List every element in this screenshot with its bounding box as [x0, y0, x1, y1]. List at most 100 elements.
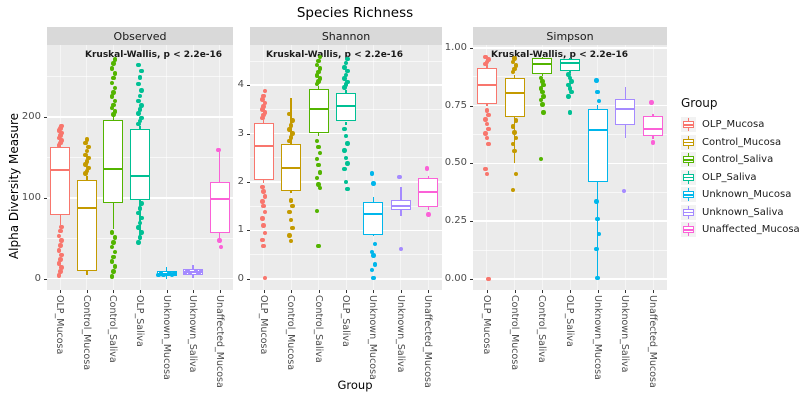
data-point [136, 111, 141, 116]
data-point [112, 264, 118, 269]
median-line [156, 273, 177, 276]
y-tick-mark [469, 221, 473, 223]
whisker-upper [345, 90, 347, 93]
boxplot-key-part [683, 124, 694, 126]
whisker-upper [541, 56, 544, 59]
data-point [541, 110, 546, 115]
boxplot-box [643, 116, 664, 136]
data-point [371, 275, 376, 281]
data-point [139, 88, 144, 93]
data-point [595, 89, 600, 95]
data-point [196, 270, 201, 276]
whisker-upper [569, 57, 571, 60]
whisker-upper [86, 175, 88, 181]
data-point [345, 79, 350, 85]
data-point [424, 166, 430, 171]
whisker-lower [345, 121, 347, 125]
legend-entry-label: Control_Mucosa [702, 136, 782, 148]
gridline-vertical [541, 45, 543, 290]
x-tick-mark [140, 290, 141, 293]
x-tick-label: Unknown_Mucosa [591, 295, 603, 380]
data-point [111, 102, 116, 108]
median-line [615, 108, 636, 111]
legend-entry-label: OLP_Saliva [702, 171, 757, 183]
boxplot-box [209, 182, 230, 233]
data-point [343, 72, 349, 78]
x-tick-label: OLP_Saliva [564, 295, 575, 347]
data-point [538, 75, 544, 81]
x-tick-label: OLP_Saliva [340, 295, 351, 347]
data-point [316, 79, 321, 84]
legend-entry: Unaffected_Mucosa [681, 222, 800, 237]
whisker-lower [624, 125, 627, 139]
data-point [512, 66, 517, 72]
data-point [345, 141, 350, 146]
data-point [111, 61, 116, 66]
data-point [111, 269, 116, 274]
data-point [595, 216, 600, 222]
whisker-upper [486, 65, 488, 69]
data-point [216, 147, 221, 153]
data-point [86, 165, 91, 171]
whisker-lower [262, 179, 265, 183]
data-point [83, 152, 88, 158]
data-point [56, 128, 62, 133]
whisker-upper [139, 125, 141, 130]
data-point [372, 262, 378, 267]
x-tick-mark [653, 290, 655, 293]
data-point [158, 270, 164, 276]
data-point [369, 267, 375, 273]
data-point [260, 97, 265, 102]
data-point [649, 100, 654, 105]
chart-title: Species Richness [296, 5, 414, 21]
data-point [260, 216, 265, 221]
boxplot-box [103, 120, 124, 204]
whisker-lower [290, 190, 292, 193]
data-point [109, 244, 115, 250]
x-tick-mark [291, 290, 293, 293]
data-point [261, 223, 266, 228]
whisker-lower [541, 74, 544, 76]
data-point [59, 252, 64, 258]
x-tick-label: Control_Saliva [312, 295, 324, 363]
data-point [483, 117, 488, 122]
data-point [513, 118, 519, 123]
data-point [566, 94, 571, 99]
data-point [137, 75, 143, 80]
legend-entry: Unknown_Saliva [681, 204, 800, 220]
data-point [567, 75, 573, 81]
data-point [139, 215, 144, 221]
data-point [58, 140, 63, 146]
data-point [137, 206, 143, 211]
legend-title: Group [681, 96, 718, 110]
x-tick-mark [597, 290, 599, 293]
data-point [540, 79, 545, 84]
data-point [567, 86, 573, 91]
data-point [345, 56, 350, 62]
boxplot-key-part [683, 229, 694, 231]
facet-strip-observed: Observed [47, 27, 233, 45]
data-point [317, 54, 323, 60]
boxplot-key-part [683, 176, 694, 178]
data-point [398, 246, 404, 252]
data-point [112, 71, 118, 76]
y-tick-label: 0.75 [444, 99, 467, 111]
median-line [418, 190, 439, 193]
data-point [288, 217, 294, 223]
whisker-upper [317, 86, 320, 89]
median-line [130, 174, 150, 177]
data-point [109, 259, 115, 264]
data-point [56, 135, 62, 141]
whisker-lower [139, 200, 141, 240]
data-point [540, 89, 545, 95]
median-line [183, 271, 204, 274]
data-point [56, 143, 62, 148]
data-point [345, 161, 350, 166]
data-point [136, 121, 141, 127]
boxplot-key-icon [681, 117, 696, 132]
gridline-vertical [400, 45, 402, 290]
gridline-vertical [166, 45, 168, 290]
median-line [103, 167, 124, 170]
y-tick-label: 0.25 [444, 215, 467, 227]
